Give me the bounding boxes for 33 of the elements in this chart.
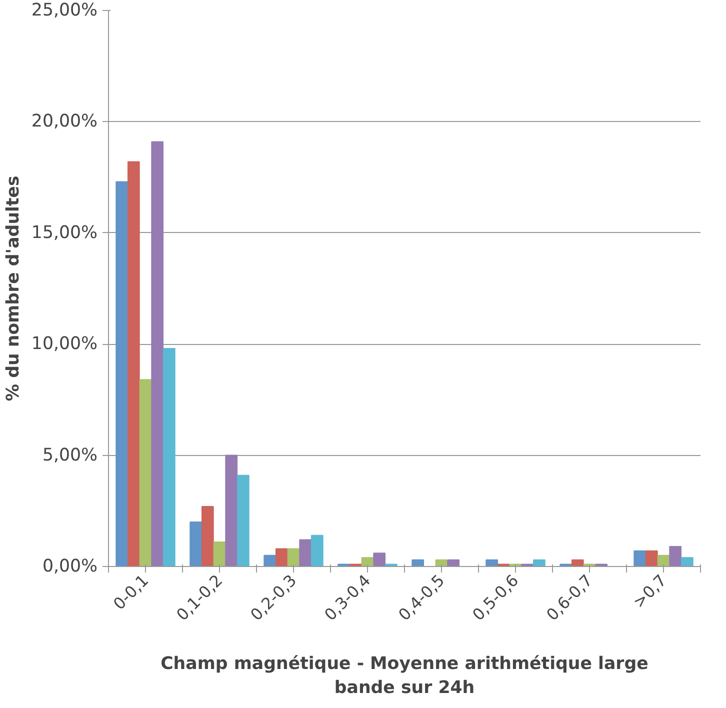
y-axis-title: % du nombre d'adultes [3, 176, 24, 402]
bar [213, 542, 226, 566]
bar [190, 522, 202, 566]
bar [225, 454, 238, 566]
bar [116, 181, 128, 566]
y-tick-label: 10,00% [31, 334, 98, 354]
bar [680, 557, 694, 566]
bar [412, 559, 424, 566]
y-tick-label: 25,00% [31, 0, 98, 20]
bar [571, 559, 584, 566]
bar [645, 550, 658, 566]
bar [162, 348, 176, 566]
bar [201, 506, 214, 566]
bar [486, 559, 498, 566]
bar [447, 559, 460, 566]
bar [669, 546, 682, 566]
bar [299, 539, 312, 566]
y-tick-label: 5,00% [42, 445, 98, 466]
bar [634, 550, 646, 566]
x-axis-title: Champ magnétique - Moyenne arithmétique large bande sur 24h [160, 654, 648, 698]
bar [287, 548, 300, 566]
bar [275, 548, 288, 566]
bar [236, 474, 250, 566]
y-tick-label: 0,00% [42, 556, 98, 576]
bar [139, 379, 152, 566]
y-tick-label: 20,00% [31, 112, 98, 132]
bar [151, 141, 164, 566]
y-tick-label: 15,00% [31, 222, 98, 243]
bar [310, 534, 324, 566]
bar [373, 552, 386, 566]
bar [532, 559, 546, 566]
bar [264, 554, 276, 566]
bar [127, 161, 140, 566]
